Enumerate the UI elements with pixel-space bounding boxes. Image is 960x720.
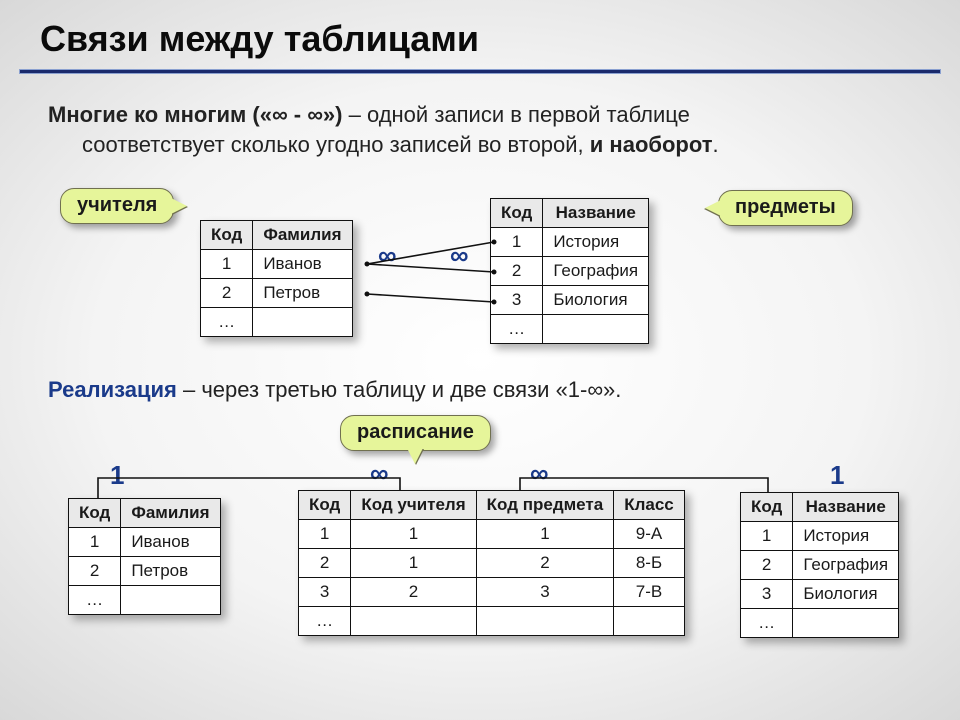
th-surname: Фамилия xyxy=(253,221,352,250)
bubble-tail-icon xyxy=(171,198,187,214)
table-header-row: Код Код учителя Код предмета Класс xyxy=(299,491,685,520)
table-row: 2Петров xyxy=(69,557,221,586)
infinity-icon: ∞ xyxy=(530,458,549,489)
table-subjects-bottom: Код Название 1История 2География 3Биолог… xyxy=(740,492,899,638)
table-header-row: Код Фамилия xyxy=(201,221,353,250)
th-kod: Код xyxy=(491,199,543,228)
one-label: 1 xyxy=(830,460,844,491)
infinity-icon: ∞ xyxy=(378,240,397,271)
bubble-subjects: предметы xyxy=(718,190,853,226)
p2-rest: – через третью таблицу и две связи «1-∞»… xyxy=(177,377,622,402)
p1-rest1: – одной записи в первой таблице xyxy=(342,102,689,127)
th-name: Название xyxy=(543,199,649,228)
table-row: 1История xyxy=(741,522,899,551)
infinity-icon: ∞ xyxy=(370,458,389,489)
p1-lead: Многие ко многим («∞ - ∞») xyxy=(48,102,342,127)
table-row: 2Петров xyxy=(201,279,353,308)
table-row: … xyxy=(741,609,899,638)
slide-title: Связи между таблицами xyxy=(40,18,479,60)
bubble-tail-icon xyxy=(407,448,423,464)
th-kod: Код xyxy=(201,221,253,250)
table-row: 1Иванов xyxy=(69,528,221,557)
table-row: … xyxy=(299,607,685,636)
slide: Связи между таблицами Многие ко многим (… xyxy=(0,0,960,720)
paragraph-implementation: Реализация – через третью таблицу и две … xyxy=(48,375,918,405)
bubble-tail-icon xyxy=(705,200,721,216)
table-row: … xyxy=(201,308,353,337)
table-row: 3Биология xyxy=(491,286,649,315)
table-row: … xyxy=(69,586,221,615)
p1-rest2: соответствует сколько угодно записей во … xyxy=(82,132,590,157)
table-header-row: Код Фамилия xyxy=(69,499,221,528)
table-teachers-bottom: Код Фамилия 1Иванов 2Петров … xyxy=(68,498,221,615)
p1-tail: и наоборот xyxy=(590,132,713,157)
paragraph-many-to-many: Многие ко многим («∞ - ∞») – одной запис… xyxy=(48,100,918,159)
bubble-subjects-label: предметы xyxy=(735,196,836,218)
p2-lead: Реализация xyxy=(48,377,177,402)
title-underline xyxy=(20,70,940,73)
bubble-schedule-label: расписание xyxy=(357,421,474,443)
one-label: 1 xyxy=(110,460,124,491)
bubble-schedule: расписание xyxy=(340,415,491,451)
table-header-row: Код Название xyxy=(491,199,649,228)
bubble-teachers-label: учителя xyxy=(77,194,157,216)
table-teachers: Код Фамилия 1Иванов 2Петров … xyxy=(200,220,353,337)
table-row: 1Иванов xyxy=(201,250,353,279)
table-header-row: Код Название xyxy=(741,493,899,522)
table-schedule: Код Код учителя Код предмета Класс 1119-… xyxy=(298,490,685,636)
bubble-teachers: учителя xyxy=(60,188,174,224)
table-row: 2128-Б xyxy=(299,549,685,578)
table-row: 1119-А xyxy=(299,520,685,549)
table-row: 2География xyxy=(741,551,899,580)
table-row: 3237-В xyxy=(299,578,685,607)
infinity-icon: ∞ xyxy=(450,240,469,271)
table-row: … xyxy=(491,315,649,344)
table-row: 3Биология xyxy=(741,580,899,609)
p1-dot: . xyxy=(713,132,719,157)
table-subjects: Код Название 1История 2География 3Биолог… xyxy=(490,198,649,344)
table-row: 2География xyxy=(491,257,649,286)
table-row: 1История xyxy=(491,228,649,257)
